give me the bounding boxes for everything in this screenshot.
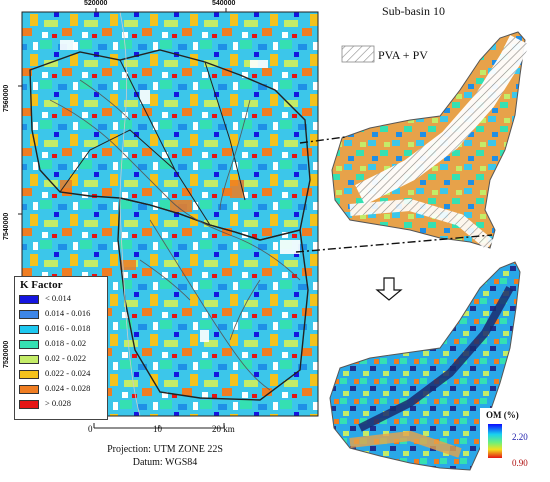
scale-label: 10 [153,424,162,434]
legend-swatch [19,355,39,364]
scale-bar [93,423,225,429]
legend-item: 0.024 - 0.028 [19,383,105,395]
legend-item: 0.016 - 0.018 [19,323,105,335]
om-legend-title: OM (%) [486,410,519,420]
legend-item: 0.022 - 0.024 [19,368,105,380]
legend-swatch [19,385,39,394]
legend-label: < 0.014 [45,293,72,303]
datum-label: Datum: WGS84 [132,457,198,468]
legend-title: K Factor [20,279,63,291]
om-legend-max: 2.20 [512,432,528,442]
legend-item: 0.02 - 0.022 [19,353,105,365]
x-tick-label: 540000 [212,0,236,7]
legend-label: 0.024 - 0.028 [45,383,91,393]
subbasin-title: Sub-basin 10 [382,4,445,18]
legend-label: 0.016 - 0.018 [45,323,91,333]
legend-swatch [19,400,39,409]
legend-label: 0.014 - 0.016 [45,308,91,318]
scale-label: 20 km [212,424,235,434]
legend-item: > 0.028 [19,398,105,410]
subbasin-hatch-map [331,31,530,250]
legend-swatch [19,295,39,304]
legend-item: 0.018 - 0.02 [19,338,105,350]
legend-item: < 0.014 [19,293,105,305]
legend-swatch [19,325,39,334]
legend-label: 0.02 - 0.022 [45,353,87,363]
down-arrow-icon [375,277,403,301]
hatch-legend-swatch [341,45,375,63]
om-legend-min: 0.90 [512,458,528,468]
legend-label: 0.018 - 0.02 [45,338,87,348]
hatch-legend-label: PVA + PV [378,48,428,62]
x-tick-label: 520000 [84,0,108,7]
om-color-ramp [488,424,502,458]
legend-swatch [19,310,39,319]
scale-label: 0 [88,424,93,434]
k-factor-legend: K Factor < 0.014 0.014 - 0.016 0.016 - 0… [14,276,108,420]
legend-label: > 0.028 [45,398,72,408]
projection-label: Projection: UTM ZONE 22S [107,444,223,455]
legend-swatch [19,370,39,379]
legend-label: 0.022 - 0.024 [45,368,91,378]
legend-item: 0.014 - 0.016 [19,308,105,320]
legend-swatch [19,340,39,349]
om-map [329,261,540,471]
